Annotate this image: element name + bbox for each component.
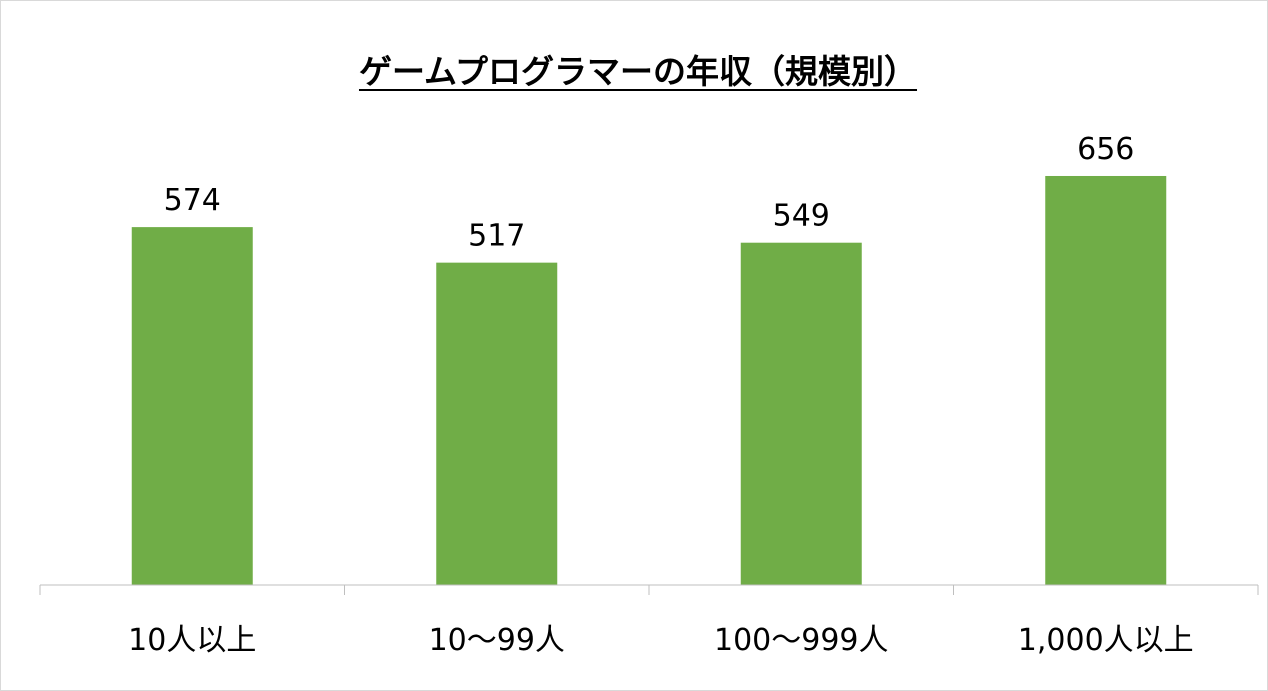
value-label-1: 517	[468, 219, 525, 254]
value-label-0: 574	[164, 183, 221, 218]
value-label-3: 656	[1077, 132, 1134, 167]
bar-3	[1045, 175, 1167, 585]
category-label-1: 10〜99人	[429, 623, 565, 658]
value-labels-group: 574 517 549 656	[164, 132, 1135, 254]
bar-2	[740, 242, 862, 586]
bar-1	[436, 262, 558, 585]
value-label-2: 549	[773, 199, 830, 234]
category-label-0: 10人以上	[128, 623, 256, 658]
x-axis-ticks	[39, 585, 1259, 595]
chart-title: ゲームプログラマーの年収（規模別）	[358, 52, 918, 91]
category-labels-group: 10人以上 10〜99人 100〜999人 1,000人以上	[128, 623, 1194, 658]
bar-0	[131, 227, 253, 585]
category-label-2: 100〜999人	[714, 623, 889, 658]
category-label-3: 1,000人以上	[1018, 623, 1194, 658]
chart-title-container: ゲームプログラマーの年収（規模別）	[0, 50, 1268, 94]
bars-group	[131, 175, 1167, 586]
